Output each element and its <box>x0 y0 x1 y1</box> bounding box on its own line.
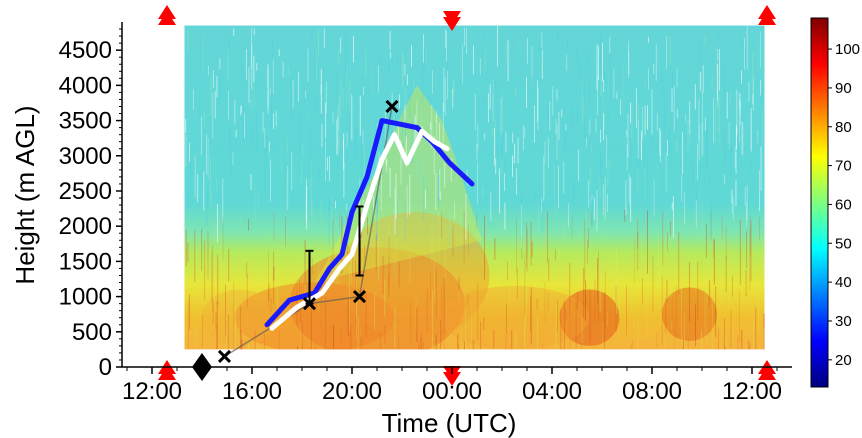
up-triangle-marker <box>158 11 176 25</box>
colorbar-tick-label: 100 <box>835 41 860 58</box>
y-tick-label: 1500 <box>59 248 112 275</box>
colorbar-tick-label: 60 <box>835 196 852 213</box>
y-tick-label: 500 <box>72 319 112 346</box>
heatmap-warm-region <box>289 247 465 350</box>
colorbar: 20 30 40 50 60 70 80 90 100 <box>810 17 860 388</box>
heatmap-warm-region <box>662 287 717 341</box>
y-tick-label: 2000 <box>59 213 112 240</box>
down-triangle-marker <box>443 17 461 31</box>
up-triangle-marker <box>158 366 176 380</box>
backscatter-heatmap <box>184 25 765 350</box>
colorbar-tick-label: 30 <box>835 313 852 330</box>
x-axis-title: Time (UTC) <box>382 408 517 438</box>
x-marker <box>385 99 399 114</box>
x-marker-stroke <box>352 290 367 304</box>
boundary-layer-lines <box>224 106 475 358</box>
colorbar-tick-label: 40 <box>835 274 852 291</box>
x-tick-label: 16:00 <box>222 378 282 405</box>
y-tick-label: 0 <box>99 354 112 381</box>
colorbar-tick-label: 50 <box>835 235 852 252</box>
y-tick-label: 3000 <box>59 143 112 170</box>
y-tick-label: 2500 <box>59 178 112 205</box>
heatmap-warm-region <box>439 286 590 350</box>
colorbar-tick-label: 20 <box>835 352 852 369</box>
y-tick-label: 4000 <box>59 72 112 99</box>
plot-axes: 0 500 1000 1500 2000 2500 3000 3500 4000 4500 12:0… <box>59 22 792 405</box>
colorbar-tick-label: 90 <box>835 80 852 97</box>
x-marker <box>302 297 317 311</box>
x-marker <box>352 290 367 304</box>
down-triangle-marker <box>443 372 461 386</box>
y-tick-label: 3500 <box>59 108 112 135</box>
x-tick-label: 12:00 <box>722 378 782 405</box>
heatmap-warm-region <box>202 289 277 346</box>
y-tick-label: 4500 <box>59 37 112 64</box>
sounding-connector-line <box>224 106 393 358</box>
heatmap-warm-region <box>559 289 620 346</box>
white-boundary-line <box>269 128 450 331</box>
x-tick-label: 04:00 <box>522 378 582 405</box>
x-marker <box>217 349 232 363</box>
heatmap-warm-region <box>339 212 490 339</box>
colorbar-tick-label: 80 <box>835 119 852 136</box>
up-triangle-marker <box>758 11 776 25</box>
colorbar-tick-label: 70 <box>835 158 852 175</box>
y-tick-label: 1000 <box>59 284 112 311</box>
colorbar-gradient <box>810 17 829 388</box>
up-triangle-marker <box>758 366 776 380</box>
x-marker-stroke <box>385 99 399 114</box>
x-tick-label: 00:00 <box>422 378 482 405</box>
y-axis-title: Height (m AGL) <box>10 105 40 284</box>
x-tick-label: 12:00 <box>122 378 182 405</box>
x-tick-label: 08:00 <box>622 378 682 405</box>
x-marker-stroke <box>302 297 317 311</box>
x-tick-label: 20:00 <box>322 378 382 405</box>
x-marker-stroke <box>217 349 232 363</box>
